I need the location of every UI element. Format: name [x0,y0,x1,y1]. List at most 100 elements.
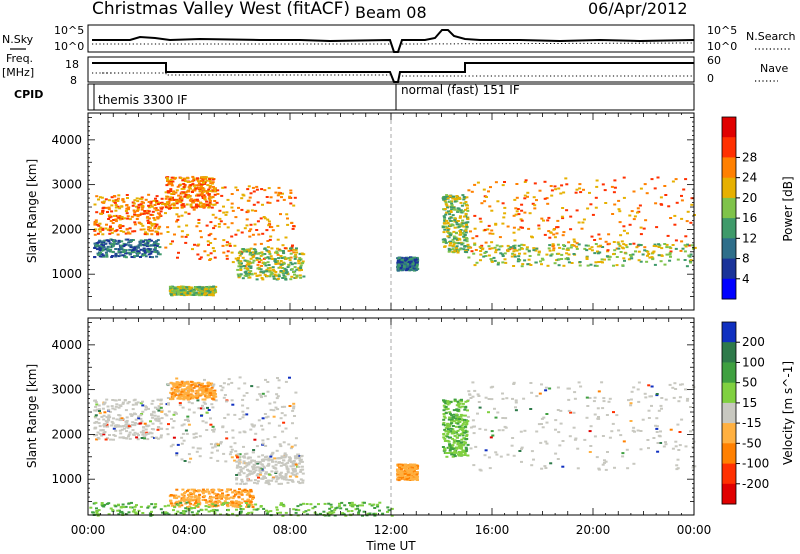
velocity-scatter-point [655,393,659,395]
power-scatter-point [516,208,520,210]
velocity-scatter-point [237,500,241,503]
velocity-scatter-point [211,429,215,431]
power-scatter-point [242,250,246,253]
velocity-scatter-point [108,410,112,413]
velocity-scatter-point [257,455,261,458]
power-scatter-point [164,212,167,215]
power-scatter-point [444,225,448,228]
velocity-scatter-point [160,402,163,405]
power-scatter-point [264,264,268,267]
velocity-scatter-point [215,502,219,504]
velocity-scatter-point [204,421,208,424]
power-scatter-point [251,186,255,189]
velocity-scatter-point [115,418,119,421]
nsky-tick-bottom-left: 10^0 [54,40,84,53]
power-scatter-point [114,214,118,217]
power-scatter-point [443,208,447,210]
velocity-scatter-point [605,414,609,416]
velocity-scatter-point [487,456,491,459]
power-scatter-point [191,200,195,203]
velocity-scatter-point [184,491,188,494]
power-scatter-point [552,228,556,231]
velocity-scatter-point [106,405,110,408]
power-scatter-point [268,238,272,241]
velocity-scatter-point [205,396,209,399]
velocity-scatter-point [93,434,97,437]
velocity-scatter-point [401,476,405,479]
power-scatter-point [557,252,561,255]
power-scatter-point [463,245,467,248]
power-scatter-point [222,251,226,254]
power-scatter-point [223,186,227,189]
power-scatter-point [137,244,141,247]
power-scatter-point [493,246,497,249]
power-scatter-point [451,248,455,251]
velocity-scatter-point [483,454,487,457]
velocity-scatter-point [206,382,210,385]
velocity-scatter-point [224,494,228,497]
power-scatter-point [136,214,140,216]
power-scatter-point [259,259,263,262]
velocity-scatter-point [143,437,146,440]
velocity-scatter-point [159,436,163,439]
velocity-scatter-point [269,455,273,458]
power-scatter-point [671,180,675,183]
velocity-scatter-point [585,416,589,419]
velocity-scatter-point [190,488,194,491]
velocity-scatter-point [241,398,245,401]
velocity-scatter-point [288,405,292,407]
power-scatter-point [298,257,302,260]
velocity-scatter-point [264,416,268,419]
power-scatter-point [526,195,529,198]
power-scatter-point [646,250,650,253]
power-scatter-point [628,223,632,226]
power-scatter-point [157,227,161,230]
power-scatter-point [169,242,173,245]
power-scatter-point [298,274,302,277]
velocity-scatter-point [456,443,460,446]
velocity-scatter-point [276,408,280,411]
velocity-scatter-point [185,501,189,504]
power-scatter-point [213,290,217,293]
power-scatter-point [119,247,123,250]
power-scatter-point [239,273,243,276]
power-scatter-point [290,268,294,271]
power-scatter-point [180,187,184,190]
velocity-scatter-point [114,405,118,408]
velocity-scatter-point [141,400,144,403]
velocity-scatter-point [235,477,239,480]
power-scatter-point [230,206,234,209]
power-scatter-point [630,210,634,213]
velocity-scatter-point [225,501,229,504]
velocity-scatter-point [340,501,344,504]
velocity-scatter-point [193,502,197,505]
velocity-scatter-point [119,419,123,421]
velocity-scatter-point [673,382,677,385]
power-scatter-point [178,200,181,203]
power-scatter-point [578,264,582,267]
velocity-scatter-point [407,469,411,472]
velocity-scatter-point [299,460,303,463]
power-scatter-point [513,247,517,249]
power-scatter-point [242,248,245,251]
velocity-scatter-point [288,475,292,478]
velocity-scatter-point [147,407,150,410]
power-scatter-point [444,203,448,206]
power-scatter-point [139,248,143,251]
velocity-scatter-point [159,422,163,425]
velocity-scatter-point [445,424,449,427]
velocity-scatter-point [286,471,290,474]
power-scatter-point [615,247,619,250]
velocity-scatter-point [664,398,668,401]
power-scatter-point [133,213,137,216]
power-scatter-point [109,215,113,218]
velocity-scatter-point [330,512,334,515]
power-scatter-point [195,225,199,228]
power-scatter-point [462,235,466,238]
power-scatter-point [132,202,136,205]
velocity-scatter-point [133,422,137,425]
velocity-scatter-point [209,456,213,459]
power-scatter-point [245,218,249,221]
power-scatter-point [213,224,217,227]
